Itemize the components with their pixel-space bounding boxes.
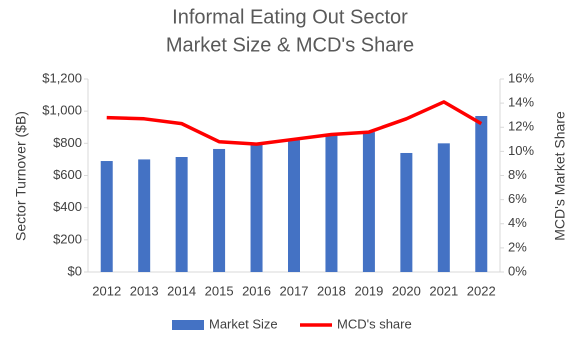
bar	[288, 140, 300, 272]
x-tick-label: 2015	[205, 283, 234, 298]
y2-tick-label: 10%	[508, 143, 534, 158]
legend-label: Market Size	[209, 316, 278, 331]
x-tick-label: 2018	[317, 283, 346, 298]
bar	[175, 157, 188, 272]
bar	[325, 135, 338, 272]
y-tick-label: $800	[53, 135, 82, 150]
bar	[475, 115, 488, 272]
y-tick-label: $1,000	[42, 103, 82, 118]
bar	[362, 132, 375, 272]
y-tick-label: $1,200	[42, 70, 82, 85]
bar	[437, 143, 450, 272]
y2-tick-label: 16%	[508, 70, 534, 85]
y2-axis-title: MCD's Market Share	[552, 111, 568, 241]
y2-tick-label: 12%	[508, 119, 534, 134]
x-tick-label: 2019	[354, 283, 383, 298]
y2-tick-label: 6%	[508, 191, 527, 206]
x-tick-label: 2012	[92, 283, 121, 298]
y2-tick-label: 8%	[508, 167, 527, 182]
bar	[213, 148, 226, 272]
bar	[250, 144, 263, 272]
x-tick-label: 2020	[392, 283, 421, 298]
x-tick-label: 2022	[467, 283, 496, 298]
chart-title: Market Size & MCD's Share	[166, 34, 414, 56]
y-tick-label: $600	[53, 167, 82, 182]
x-tick-label: 2016	[242, 283, 271, 298]
y2-tick-label: 0%	[508, 263, 527, 278]
bar	[138, 159, 151, 272]
y-axis-title: Sector Turnover ($B)	[13, 111, 29, 241]
legend-swatch	[172, 320, 204, 330]
bar	[400, 152, 413, 272]
x-tick-label: 2021	[429, 283, 458, 298]
y-tick-label: $200	[53, 231, 82, 246]
chart-title: Informal Eating Out Sector	[172, 6, 408, 28]
x-tick-label: 2013	[130, 283, 159, 298]
y-tick-label: $400	[53, 199, 82, 214]
y2-tick-label: 14%	[508, 95, 534, 110]
x-tick-label: 2014	[167, 283, 196, 298]
y-tick-label: $0	[68, 263, 82, 278]
x-tick-label: 2017	[280, 283, 309, 298]
legend-label: MCD's share	[337, 316, 412, 331]
y2-tick-label: 4%	[508, 215, 527, 230]
y2-tick-label: 2%	[508, 239, 527, 254]
bar	[100, 161, 113, 272]
line	[106, 100, 483, 146]
